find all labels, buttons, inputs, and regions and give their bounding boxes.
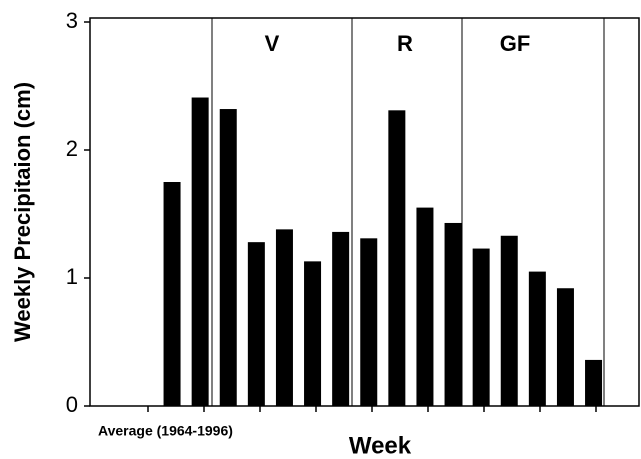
region-label: R bbox=[397, 31, 413, 56]
bar bbox=[528, 271, 546, 406]
y-tick-label: 3 bbox=[66, 8, 78, 33]
y-tick-label: 2 bbox=[66, 136, 78, 161]
y-axis-label: Weekly Precipitaion (cm) bbox=[10, 82, 35, 342]
bar bbox=[388, 110, 406, 406]
bar bbox=[275, 229, 293, 406]
bar bbox=[472, 248, 490, 406]
bar bbox=[163, 182, 181, 406]
bar bbox=[191, 97, 209, 407]
bar bbox=[332, 231, 350, 406]
bar bbox=[444, 222, 462, 406]
bar bbox=[247, 242, 265, 406]
region-label: GF bbox=[500, 31, 531, 56]
x-note: Average (1964-1996) bbox=[98, 423, 233, 439]
x-axis-label: Week bbox=[349, 432, 412, 459]
y-tick-label: 1 bbox=[66, 264, 78, 289]
y-tick-label: 0 bbox=[66, 392, 78, 417]
bar bbox=[416, 207, 434, 406]
bar bbox=[585, 359, 603, 406]
bar bbox=[556, 288, 574, 406]
region-label: V bbox=[265, 31, 280, 56]
bar bbox=[304, 261, 322, 406]
bar bbox=[500, 235, 518, 406]
bar bbox=[360, 238, 378, 406]
bar bbox=[219, 109, 237, 406]
